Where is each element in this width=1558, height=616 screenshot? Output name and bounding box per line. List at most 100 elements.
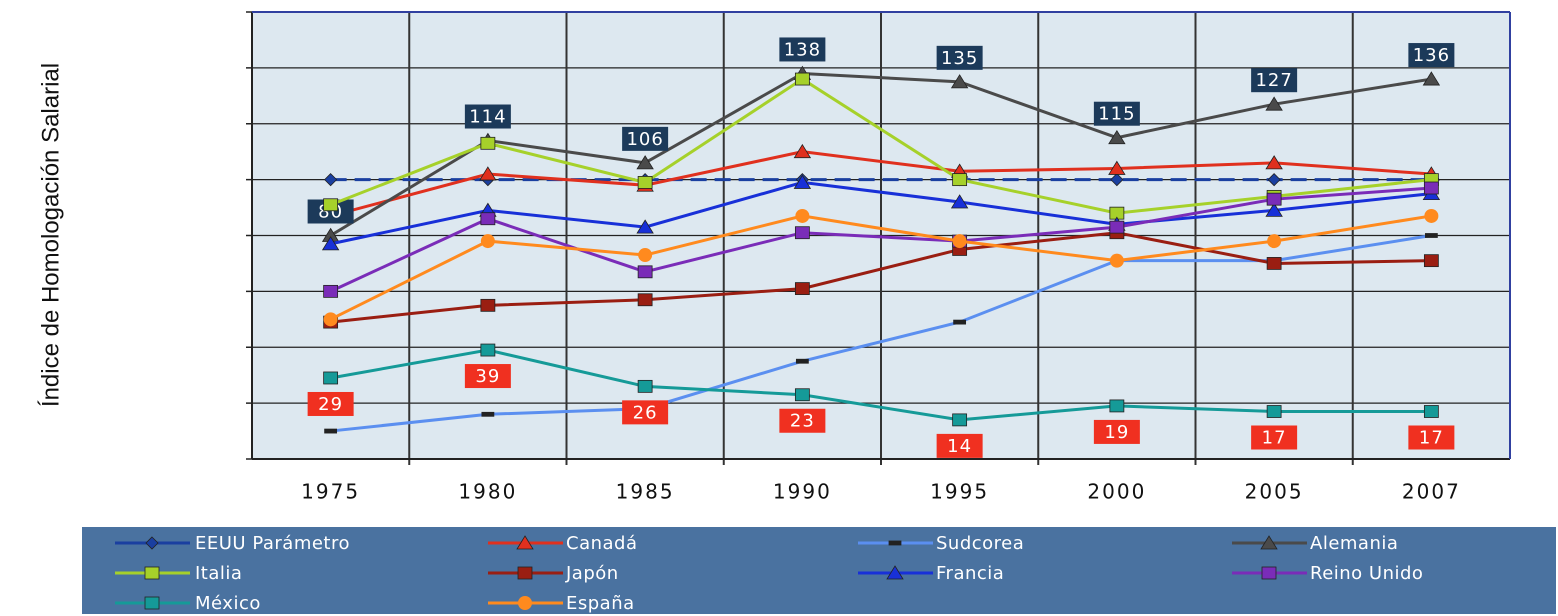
- marker: [1109, 253, 1124, 268]
- marker: [953, 319, 967, 325]
- legend-label: Reino Unido: [1310, 563, 1423, 584]
- marker: [1423, 405, 1439, 418]
- legend-label: Canadá: [566, 533, 638, 554]
- legend-label: España: [566, 593, 635, 614]
- legend-label: EEUU Parámetro: [195, 533, 350, 554]
- legend-label: Japón: [565, 563, 619, 584]
- data-label-box: [464, 104, 511, 129]
- data-label-text: 39: [475, 366, 500, 387]
- marker: [1267, 173, 1281, 187]
- data-label-box: [1251, 425, 1298, 450]
- marker: [144, 596, 160, 610]
- data-label-box: [779, 408, 826, 433]
- legend-label: Francia: [936, 563, 1004, 584]
- marker: [1266, 257, 1282, 270]
- x-tick-label: 1990: [773, 480, 832, 504]
- data-label: 106: [622, 126, 669, 151]
- marker: [1109, 220, 1125, 234]
- data-label: 39: [464, 364, 511, 389]
- marker: [888, 540, 902, 546]
- marker: [794, 388, 810, 402]
- data-label: 136: [1408, 43, 1455, 68]
- series-line: [330, 180, 1432, 246]
- marker: [795, 208, 810, 223]
- data-label-box: [779, 37, 826, 62]
- data-label-text: 23: [790, 411, 815, 432]
- marker: [479, 166, 497, 181]
- marker: [1110, 173, 1124, 187]
- marker: [952, 234, 967, 249]
- marker: [321, 236, 340, 251]
- data-label: 19: [1093, 419, 1140, 444]
- data-label-box: [1251, 68, 1298, 93]
- marker: [1265, 155, 1283, 170]
- marker: [637, 176, 653, 189]
- data-label-text: 17: [1419, 428, 1444, 449]
- x-tick-label: 1980: [458, 480, 517, 504]
- marker: [637, 293, 653, 307]
- data-label-text: 26: [633, 402, 658, 423]
- data-label: 127: [1251, 68, 1298, 93]
- data-label-box: [936, 45, 983, 70]
- marker: [1423, 181, 1439, 195]
- data-label-box: [622, 126, 669, 151]
- data-label-text: 135: [941, 48, 978, 69]
- data-label-box: [464, 364, 511, 389]
- legend-box: [82, 527, 1556, 614]
- data-label-text: 17: [1262, 428, 1287, 449]
- y-axis-label: Índice de Homologación Salarial: [37, 63, 64, 407]
- legend-label: Italia: [195, 563, 242, 584]
- series-line: [330, 348, 1432, 422]
- series-line: [330, 150, 1432, 218]
- marker: [323, 312, 338, 327]
- series-line: [330, 234, 1432, 433]
- marker: [952, 173, 968, 187]
- data-label-text: 29: [318, 394, 343, 415]
- data-label-text: 14: [947, 436, 972, 457]
- marker: [950, 194, 969, 209]
- series-line: [329, 186, 1432, 293]
- data-label-box: [1093, 419, 1140, 444]
- marker: [638, 248, 653, 263]
- data-label: 14: [936, 433, 983, 458]
- marker: [324, 173, 338, 187]
- data-label: 17: [1408, 425, 1455, 450]
- data-label-box: [1093, 101, 1140, 126]
- data-label-text: 106: [626, 129, 663, 150]
- data-label-text: 136: [1413, 45, 1450, 66]
- marker: [1265, 96, 1283, 111]
- marker: [952, 413, 968, 427]
- marker: [480, 136, 496, 150]
- x-tick-label: 2000: [1087, 480, 1146, 504]
- data-label: 114: [464, 104, 511, 129]
- data-label-box: [1408, 43, 1455, 68]
- marker: [518, 596, 532, 610]
- marker: [1422, 71, 1441, 86]
- data-label-box: [307, 391, 354, 416]
- data-label: 23: [779, 408, 826, 433]
- data-label-text: 114: [469, 107, 506, 128]
- series-line: [329, 214, 1432, 321]
- marker: [1261, 566, 1277, 580]
- x-tick-label: 2007: [1402, 480, 1461, 504]
- marker: [637, 265, 653, 279]
- marker: [1266, 192, 1282, 206]
- legend-label: Alemania: [1310, 533, 1398, 554]
- marker: [517, 566, 533, 580]
- marker: [636, 219, 654, 234]
- marker: [794, 72, 810, 86]
- marker: [480, 234, 495, 249]
- data-label-box: [936, 433, 983, 458]
- data-label: 29: [307, 391, 354, 416]
- data-label-box: [1408, 425, 1455, 450]
- marker: [886, 565, 904, 580]
- marker: [794, 282, 810, 295]
- marker: [1424, 233, 1438, 238]
- marker: [144, 566, 160, 580]
- series-line: [330, 231, 1432, 324]
- marker: [793, 143, 812, 159]
- x-tick-label: 1975: [301, 480, 360, 504]
- data-label: 26: [622, 400, 669, 425]
- legend-label: México: [195, 593, 261, 614]
- marker: [1266, 405, 1282, 418]
